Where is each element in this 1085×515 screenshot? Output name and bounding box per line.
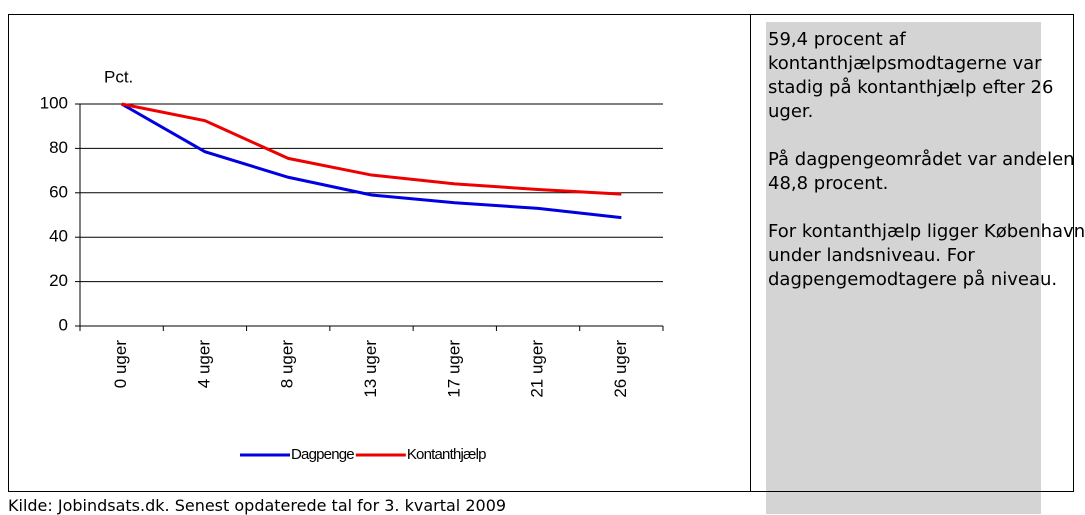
chart-frame [8, 14, 751, 492]
y-tick-label: 100 [40, 93, 68, 112]
paragraph: På dagpengeområdet var andelen 48,8 proc… [768, 149, 1075, 194]
y-tick-label: 40 [49, 227, 68, 246]
line [120, 102, 622, 220]
y-tick-label: 20 [49, 271, 68, 290]
y-tick-label: 0 [59, 315, 68, 334]
x-tick-label: 21 uger [528, 340, 547, 398]
source-note: Kilde: Jobindsats.dk. Senest opdaterede … [8, 496, 507, 515]
x-tick-label: 8 uger [278, 340, 297, 389]
paragraph: 59,4 procent af kontanthjælpsmodtagerne … [768, 29, 1054, 122]
x-tick-label: 17 uger [444, 340, 463, 398]
side-panel-frame [751, 14, 1074, 492]
legend-label: Kontanthjælp [407, 446, 486, 463]
x-tick-label: 0 uger [111, 340, 130, 389]
y-tick-label: 60 [49, 182, 68, 201]
y-tick-label: 80 [49, 138, 68, 157]
x-tick-label: 13 uger [361, 340, 380, 398]
y-axis-label: Pct. [104, 67, 133, 86]
line [121, 102, 622, 196]
side-panel: 59,4 procent af kontanthjælpsmodtagerne … [768, 28, 1085, 316]
x-tick-label: 4 uger [194, 340, 213, 389]
side-panel-background [766, 22, 1041, 514]
chart: Pct. 0 20 40 60 80 100 0 uger 4 uger 8 uger 13 ug… [8, 14, 751, 492]
legend-label: Dagpenge [291, 446, 354, 463]
x-tick-label: 26 uger [611, 340, 630, 398]
paragraph: For kontanthjælp ligger København under … [768, 221, 1085, 290]
